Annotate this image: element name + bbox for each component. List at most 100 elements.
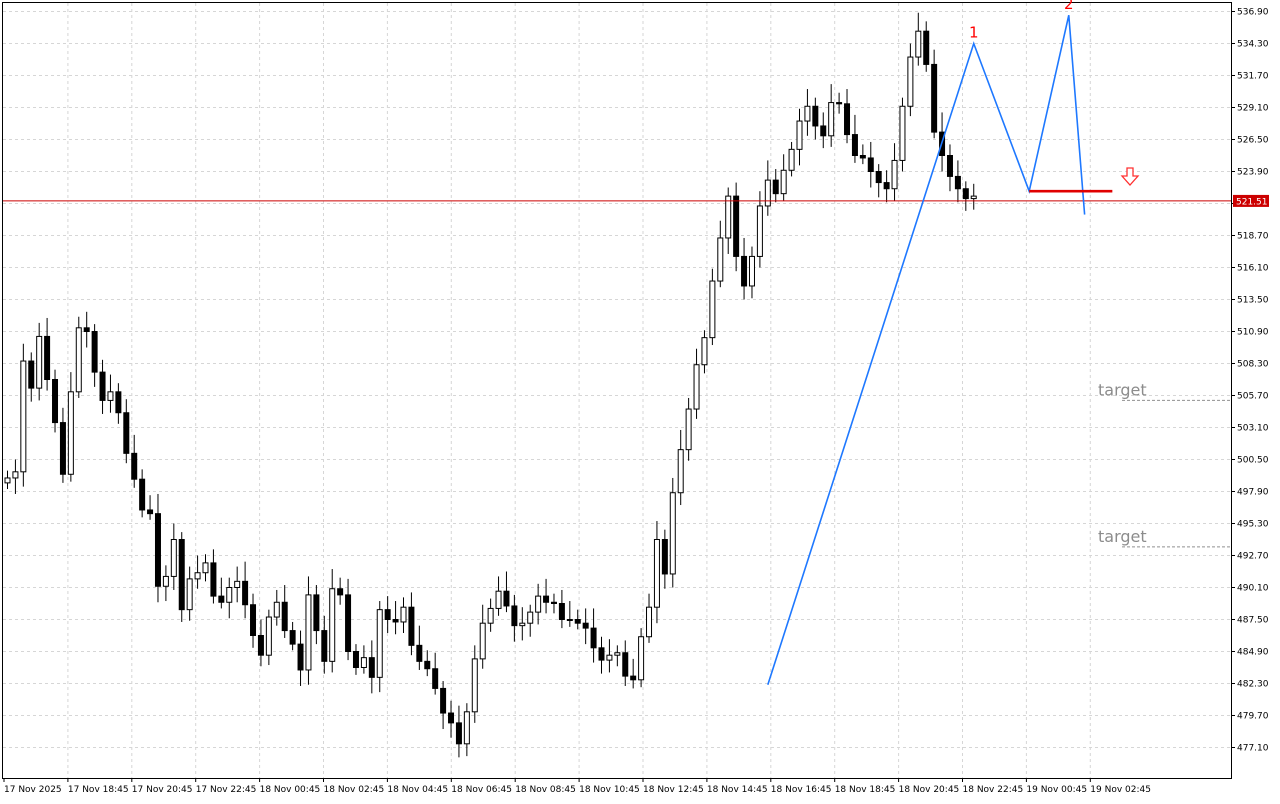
candle-bearish[interactable] <box>883 182 890 190</box>
candle-bearish[interactable] <box>511 605 518 627</box>
candle-bearish[interactable] <box>408 606 415 646</box>
candle-bearish[interactable] <box>345 594 352 653</box>
candle-bullish[interactable] <box>360 657 367 669</box>
candle-bullish[interactable] <box>915 30 922 58</box>
candle-bearish[interactable] <box>131 452 138 480</box>
candle-bearish[interactable] <box>250 604 257 637</box>
candle-bullish[interactable] <box>463 711 470 745</box>
candle-bearish[interactable] <box>733 195 740 257</box>
candle-bullish[interactable] <box>693 364 700 410</box>
candle-bearish[interactable] <box>139 478 146 511</box>
candle-bearish[interactable] <box>844 103 851 136</box>
candle-bearish[interactable] <box>384 609 391 621</box>
candle-bearish[interactable] <box>44 335 51 380</box>
candle-bearish[interactable] <box>741 255 748 287</box>
candle-bearish[interactable] <box>289 630 296 645</box>
candle-bullish[interactable] <box>36 335 43 389</box>
candle-bullish[interactable] <box>162 575 169 587</box>
candle-bullish[interactable] <box>669 492 676 575</box>
candle-bearish[interactable] <box>503 590 510 607</box>
candle-bearish[interactable] <box>448 712 455 724</box>
candle-bullish[interactable] <box>970 195 977 200</box>
candle-bullish[interactable] <box>606 654 613 661</box>
candle-bullish[interactable] <box>479 622 486 660</box>
candle-bullish[interactable] <box>717 237 724 282</box>
candle-bullish[interactable] <box>202 562 209 574</box>
candle-bearish[interactable] <box>432 668 439 689</box>
candle-bullish[interactable] <box>685 408 692 451</box>
candle-bullish[interactable] <box>107 391 114 401</box>
candle-bearish[interactable] <box>147 509 154 515</box>
candle-bullish[interactable] <box>273 601 280 618</box>
candle-bearish[interactable] <box>52 379 59 424</box>
candle-bullish[interactable] <box>828 102 835 137</box>
candle-bullish[interactable] <box>614 652 621 656</box>
candle-bearish[interactable] <box>923 30 930 65</box>
candle-bearish[interactable] <box>946 155 953 177</box>
candle-bearish[interactable] <box>242 580 249 606</box>
candle-bearish[interactable] <box>210 562 217 597</box>
candle-bullish[interactable] <box>471 658 478 713</box>
candle-bearish[interactable] <box>630 675 637 681</box>
candle-bearish[interactable] <box>337 588 344 596</box>
candle-bullish[interactable] <box>329 588 336 662</box>
candle-bearish[interactable] <box>455 722 462 745</box>
candle-bullish[interactable] <box>234 580 241 588</box>
candle-bearish[interactable] <box>661 539 668 575</box>
candle-bullish[interactable] <box>764 179 771 207</box>
candle-bearish[interactable] <box>558 603 565 620</box>
candle-bullish[interactable] <box>653 539 660 608</box>
candle-bearish[interactable] <box>218 595 225 603</box>
candle-bearish[interactable] <box>867 157 874 172</box>
candle-bullish[interactable] <box>701 337 708 366</box>
candle-bearish[interactable] <box>83 327 90 332</box>
candle-bearish[interactable] <box>321 630 328 662</box>
candle-bullish[interactable] <box>709 280 716 339</box>
candle-bearish[interactable] <box>836 102 843 105</box>
candle-bullish[interactable] <box>400 606 407 623</box>
candle-bearish[interactable] <box>154 513 161 587</box>
candle-bullish[interactable] <box>12 471 19 479</box>
candle-bearish[interactable] <box>851 134 858 156</box>
candle-bearish[interactable] <box>59 422 66 475</box>
candle-bearish[interactable] <box>440 687 447 714</box>
candle-bullish[interactable] <box>804 105 811 122</box>
candle-bearish[interactable] <box>574 619 581 624</box>
candle-bullish[interactable] <box>186 578 193 611</box>
candle-bullish[interactable] <box>677 449 684 494</box>
candle-bearish[interactable] <box>392 619 399 623</box>
candle-bullish[interactable] <box>638 636 645 681</box>
candle-bearish[interactable] <box>416 644 423 662</box>
candle-bullish[interactable] <box>535 595 542 613</box>
candle-bullish[interactable] <box>170 539 177 577</box>
candle-bullish[interactable] <box>646 606 653 638</box>
candle-bullish[interactable] <box>519 622 526 627</box>
candle-bearish[interactable] <box>859 155 866 159</box>
candle-bullish[interactable] <box>226 587 233 603</box>
candle-bullish[interactable] <box>305 594 312 671</box>
candle-bearish[interactable] <box>954 175 961 190</box>
candle-bearish[interactable] <box>91 331 98 373</box>
candle-bullish[interactable] <box>796 120 803 150</box>
candle-bearish[interactable] <box>123 412 130 454</box>
candle-bearish[interactable] <box>820 125 827 137</box>
candle-bearish[interactable] <box>772 179 779 195</box>
candle-bearish[interactable] <box>590 627 597 649</box>
candle-bearish[interactable] <box>352 651 359 668</box>
candle-bearish[interactable] <box>313 594 320 632</box>
candle-bearish[interactable] <box>550 601 557 604</box>
candle-bullish[interactable] <box>566 619 573 621</box>
candle-bearish[interactable] <box>28 360 35 389</box>
candle-bullish[interactable] <box>725 195 732 239</box>
candle-bearish[interactable] <box>812 105 819 127</box>
candle-bullish[interactable] <box>4 477 11 484</box>
candle-bearish[interactable] <box>962 188 969 200</box>
candle-bullish[interactable] <box>527 611 534 624</box>
candle-bearish[interactable] <box>931 63 938 133</box>
candle-bearish[interactable] <box>598 647 605 661</box>
candle-bearish[interactable] <box>875 171 882 184</box>
candle-bullish[interactable] <box>891 159 898 190</box>
candle-bearish[interactable] <box>178 539 185 611</box>
candle-bullish[interactable] <box>780 169 787 195</box>
